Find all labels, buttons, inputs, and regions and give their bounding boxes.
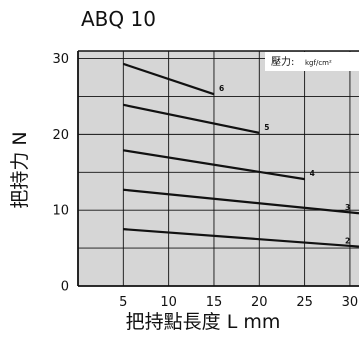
plot-area bbox=[78, 51, 359, 286]
series-line-3 bbox=[123, 188, 359, 215]
series-line-6 bbox=[122, 62, 215, 96]
x-tick-label: 25 bbox=[296, 295, 313, 310]
series-lines bbox=[122, 62, 359, 248]
y-tick-label: 10 bbox=[52, 204, 69, 219]
x-tick-label: 5 bbox=[119, 295, 127, 310]
legend-unit: kgf/cm² bbox=[305, 59, 332, 67]
grid bbox=[78, 51, 359, 286]
y-tick-label: 20 bbox=[52, 128, 69, 143]
x-tick-label: 10 bbox=[160, 295, 177, 310]
series-label-6: 6 bbox=[219, 84, 224, 93]
series-label-4: 4 bbox=[310, 169, 315, 178]
axes bbox=[77, 50, 359, 287]
series-label-5: 5 bbox=[264, 123, 269, 132]
x-axis-title: 把持點長度 L mm bbox=[126, 311, 281, 333]
series-labels: 2 3 4 5 6 bbox=[219, 84, 350, 245]
y-axis-title: 把持力 N bbox=[9, 131, 31, 208]
series-line-4 bbox=[123, 149, 305, 181]
x-tick-label: 30 bbox=[342, 295, 359, 310]
series-line-5 bbox=[123, 103, 260, 134]
series-line-2 bbox=[123, 228, 359, 248]
y-tick-label: 30 bbox=[52, 52, 69, 67]
y-tick-labels: 0 10 20 30 bbox=[52, 52, 69, 294]
x-tick-label: 15 bbox=[206, 295, 223, 310]
x-tick-label: 20 bbox=[251, 295, 268, 310]
chart-title: ABQ 10 bbox=[81, 7, 156, 31]
series-label-3: 3 bbox=[345, 203, 350, 212]
legend: 壓力: kgf/cm² bbox=[265, 52, 359, 71]
series-label-2: 2 bbox=[345, 237, 350, 246]
y-tick-label: 0 bbox=[61, 280, 69, 295]
legend-title: 壓力: bbox=[271, 55, 294, 68]
legend-box bbox=[265, 52, 359, 71]
x-tick-labels: 5 10 15 20 25 30 bbox=[119, 295, 358, 310]
